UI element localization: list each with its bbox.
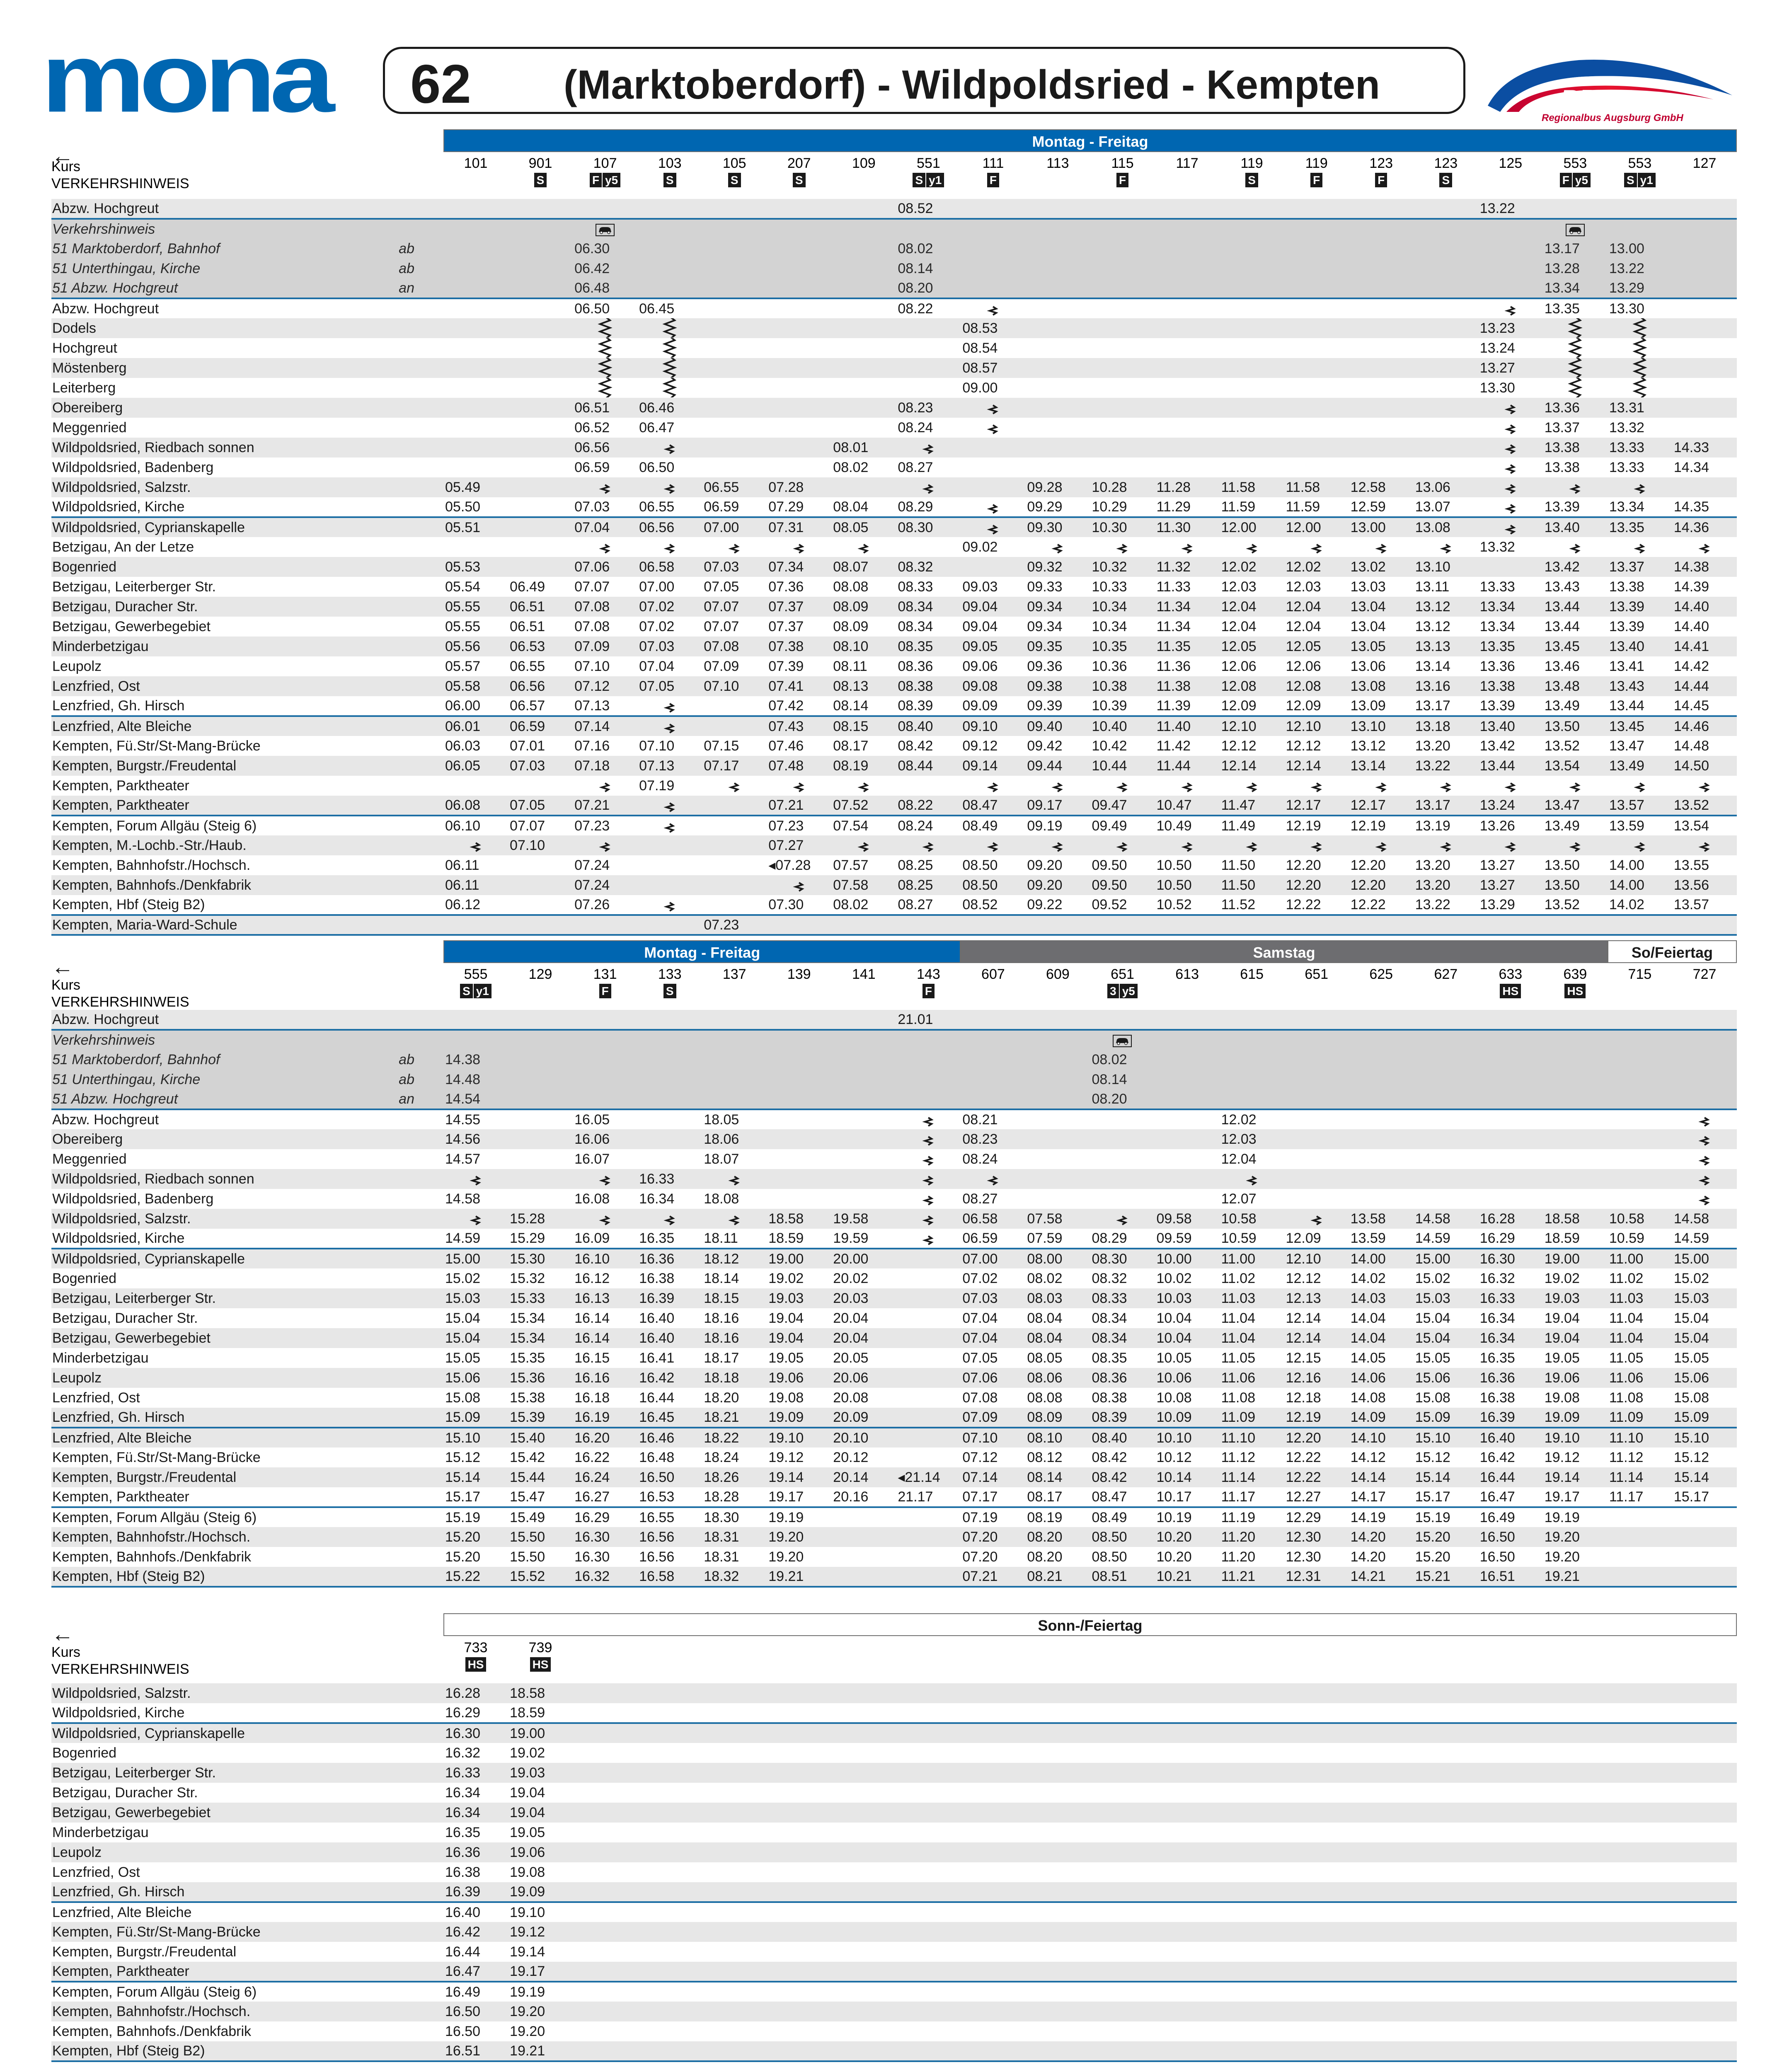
svg-text:Regionalbus Augsburg GmbH: Regionalbus Augsburg GmbH [1542, 112, 1683, 123]
svg-text:RBA: RBA [1560, 85, 1616, 114]
